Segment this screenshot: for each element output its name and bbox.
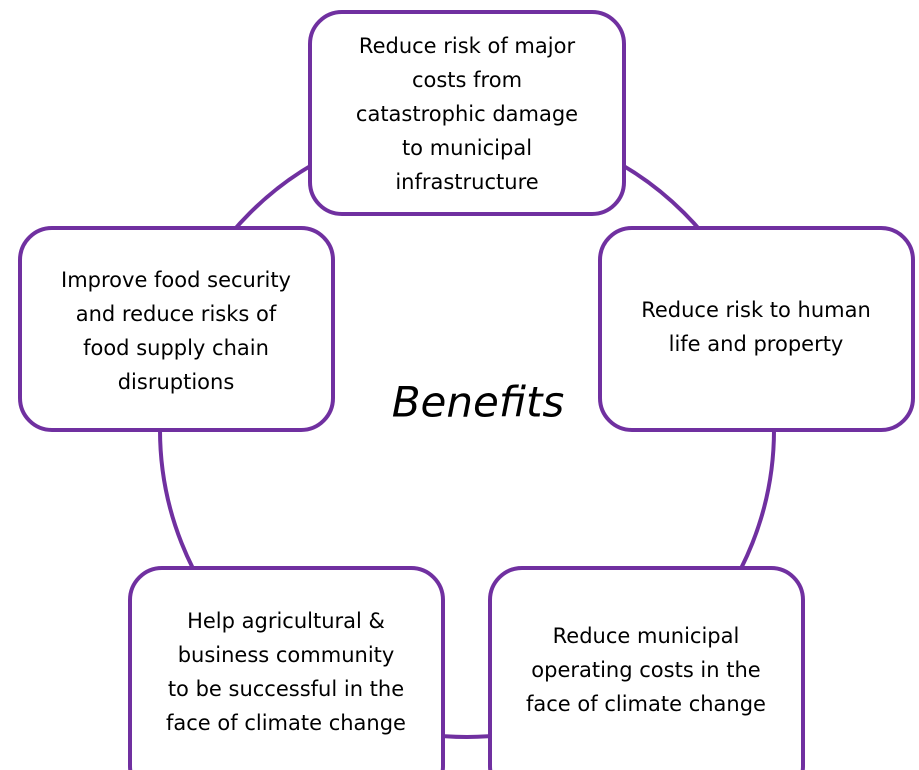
node-label: operating costs in the bbox=[531, 658, 760, 682]
node-label: catastrophic damage bbox=[356, 102, 578, 126]
node-label: business community bbox=[178, 643, 395, 667]
node-box bbox=[308, 10, 626, 216]
node-label: Reduce risk to human bbox=[641, 298, 871, 322]
node-label: infrastructure bbox=[395, 170, 538, 194]
node-box bbox=[128, 566, 445, 770]
node-label: Reduce municipal bbox=[553, 624, 740, 648]
node-label: to municipal bbox=[402, 136, 532, 160]
node-label: to be successful in the bbox=[168, 677, 404, 701]
node-label: life and property bbox=[669, 332, 844, 356]
node-label: Improve food security bbox=[61, 268, 291, 292]
node-label: and reduce risks of bbox=[76, 302, 277, 326]
node-label: costs from bbox=[412, 68, 522, 92]
node-box bbox=[598, 226, 915, 432]
node-label: Help agricultural & bbox=[187, 609, 385, 633]
node-label: disruptions bbox=[118, 370, 235, 394]
node-label: face of climate change bbox=[166, 711, 406, 735]
node-label: food supply chain bbox=[83, 336, 269, 360]
node-label: face of climate change bbox=[526, 692, 766, 716]
node-box bbox=[18, 226, 335, 432]
node-box bbox=[488, 566, 805, 770]
node-label: Reduce risk of major bbox=[359, 34, 576, 58]
center-label: Benefits bbox=[392, 378, 565, 427]
